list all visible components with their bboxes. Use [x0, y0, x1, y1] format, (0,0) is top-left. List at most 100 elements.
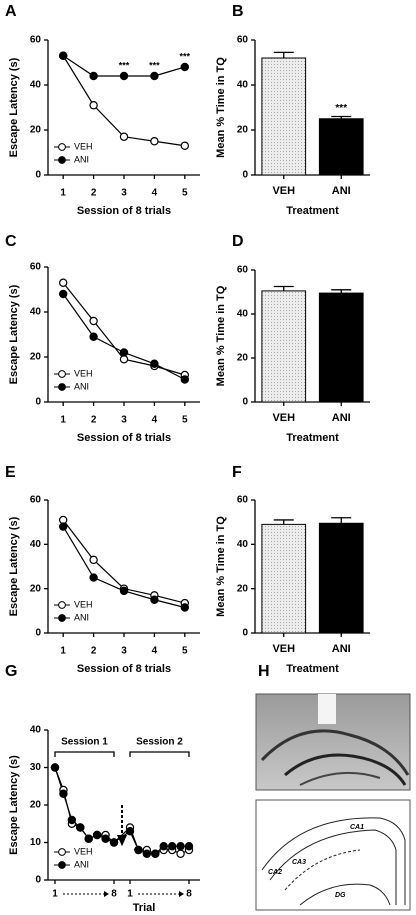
- panel-letter: G: [5, 663, 17, 680]
- x-tick-label: 3: [121, 188, 127, 199]
- point: [50, 763, 60, 772]
- group-label: Session 2: [136, 737, 183, 748]
- series-line: [62, 293, 186, 381]
- y-tick-label: 40: [237, 309, 249, 320]
- legend-marker: [58, 370, 66, 378]
- point: [125, 827, 135, 836]
- panel-letter: D: [232, 233, 244, 250]
- y-axis-label: Escape Latency (s): [8, 284, 20, 384]
- point: [151, 849, 160, 858]
- point: [89, 573, 98, 582]
- panel-letter: E: [5, 464, 16, 481]
- group-bracket: [54, 751, 115, 757]
- bar: [261, 290, 307, 403]
- y-tick-label: 60: [30, 495, 42, 506]
- y-tick-label: 30: [30, 762, 42, 773]
- legend-marker: [58, 601, 66, 609]
- point: [59, 522, 68, 531]
- point: [109, 838, 119, 847]
- point: [150, 137, 159, 146]
- panel-letter: C: [5, 233, 17, 250]
- point: [150, 71, 159, 81]
- point: [59, 51, 68, 60]
- point: [180, 141, 189, 150]
- legend-marker: [58, 848, 66, 856]
- y-tick-label: 0: [35, 628, 41, 639]
- bar: [261, 57, 307, 176]
- y-tick-label: 60: [237, 265, 249, 276]
- y-tick-label: 0: [242, 170, 248, 181]
- y-tick-label: 60: [30, 262, 42, 273]
- y-tick-label: 40: [30, 80, 42, 91]
- bar: [261, 523, 307, 634]
- x-tick-label: 3: [121, 415, 127, 426]
- y-axis-label: Escape Latency (s): [8, 57, 20, 157]
- group-bracket: [129, 751, 190, 757]
- point: [176, 849, 185, 858]
- x-tick-label: VEH: [272, 643, 295, 655]
- annotation: ***: [149, 60, 160, 70]
- point: [59, 789, 68, 798]
- y-tick-label: 20: [30, 583, 42, 594]
- point: [101, 834, 110, 843]
- y-tick-label: 20: [237, 353, 249, 364]
- x-tick-label: 4: [152, 415, 158, 426]
- legend-label: VEH: [74, 368, 93, 378]
- point: [180, 375, 189, 384]
- x-tick-label: ANI: [332, 643, 351, 655]
- legend-marker: [58, 614, 66, 622]
- y-axis-label: Escape Latency (s): [8, 516, 20, 616]
- y-axis-label: Mean % Time in TQ: [215, 285, 227, 386]
- x-axis-label: Session of 8 trials: [77, 663, 171, 675]
- histology-photo: [255, 693, 411, 791]
- point: [119, 132, 129, 141]
- y-tick-label: 0: [35, 170, 41, 181]
- point: [67, 815, 77, 825]
- x-tick-label: VEH: [272, 412, 295, 424]
- point: [76, 823, 85, 832]
- x-tick-label: 8: [186, 889, 192, 900]
- point: [180, 62, 189, 72]
- x-tick-label: 1: [60, 188, 66, 199]
- annotation: ***: [335, 103, 347, 114]
- legend-marker: [58, 383, 66, 391]
- annotation: ***: [180, 51, 191, 61]
- y-tick-label: 20: [30, 352, 42, 363]
- x-axis-label: Treatment: [286, 432, 339, 444]
- legend-label: VEH: [74, 141, 93, 151]
- series-line: [54, 767, 190, 855]
- point: [89, 555, 98, 565]
- x-tick-label: ANI: [332, 412, 351, 424]
- point: [59, 278, 68, 287]
- y-tick-label: 0: [35, 875, 41, 886]
- x-tick-label: 1: [60, 646, 66, 657]
- bar: [318, 118, 364, 176]
- legend-label: ANI: [74, 612, 89, 622]
- x-axis-label: Trial: [133, 902, 156, 914]
- region-label: DG: [335, 892, 346, 899]
- point: [59, 289, 68, 299]
- x-axis-label: Session of 8 trials: [77, 205, 171, 217]
- point: [159, 842, 168, 851]
- y-tick-label: 60: [30, 35, 42, 46]
- legend-label: ANI: [74, 381, 89, 391]
- y-tick-label: 40: [237, 80, 249, 91]
- legend-label: ANI: [74, 859, 89, 869]
- y-tick-label: 20: [30, 125, 42, 136]
- y-tick-label: 40: [30, 725, 42, 736]
- x-tick-label: 2: [91, 415, 97, 426]
- series-line: [62, 526, 185, 609]
- point: [89, 101, 98, 110]
- group-label: Session 1: [61, 737, 108, 748]
- y-tick-label: 60: [237, 35, 249, 46]
- x-tick-label: 1: [60, 415, 66, 426]
- trial-arrowhead: [104, 891, 109, 897]
- point: [89, 316, 98, 326]
- panel-letter: H: [258, 663, 270, 680]
- y-axis-label: Mean % Time in TQ: [215, 516, 227, 617]
- point: [119, 355, 129, 364]
- x-tick-label: 1: [127, 889, 133, 900]
- y-tick-label: 20: [30, 800, 42, 811]
- x-axis-label: Treatment: [286, 205, 339, 217]
